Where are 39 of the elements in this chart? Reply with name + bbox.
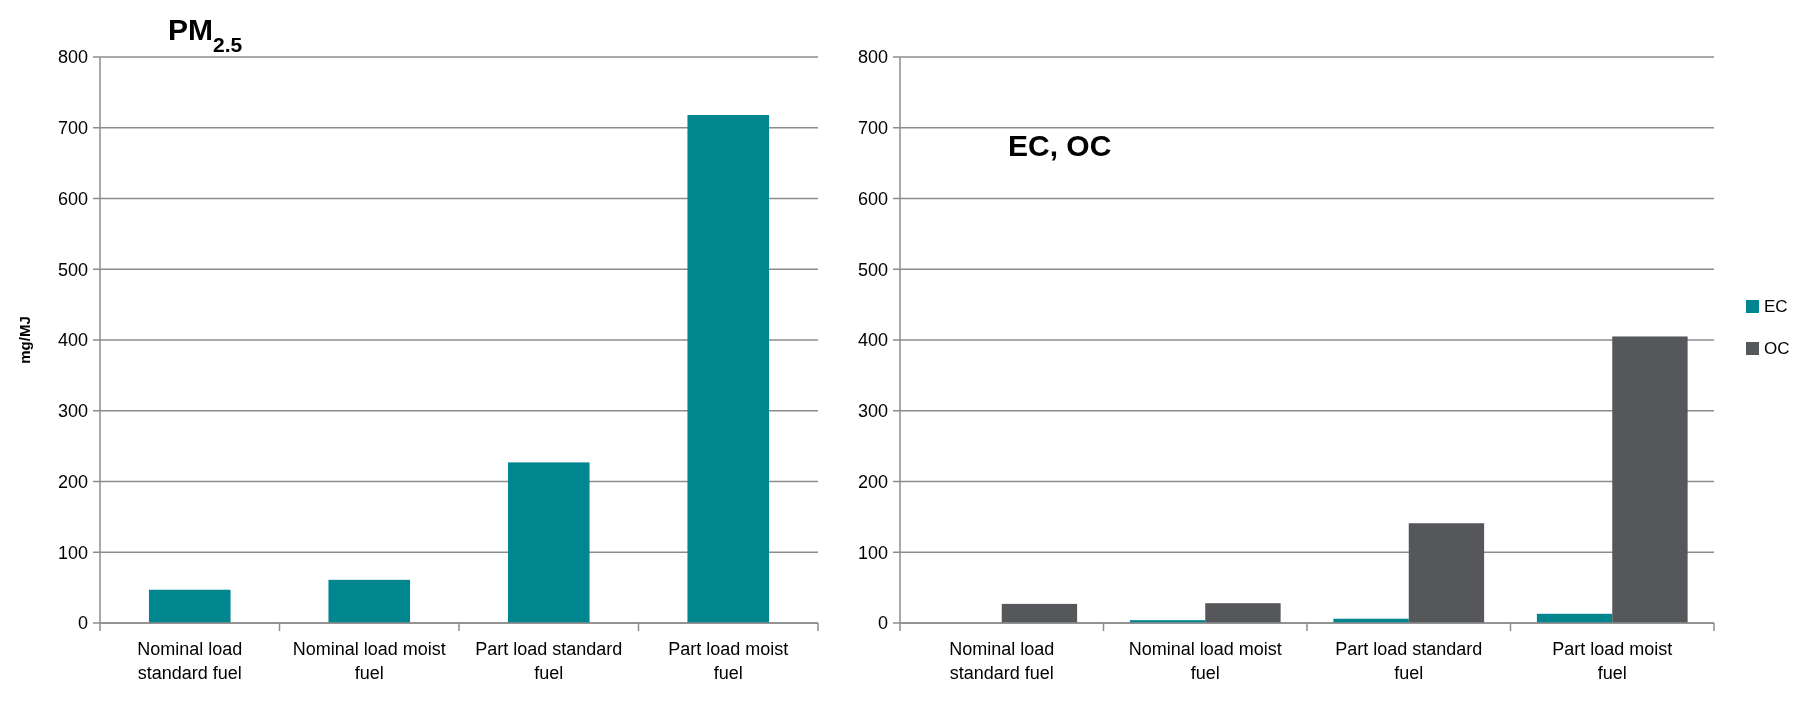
y-tick-label: 700: [857, 118, 888, 139]
y-tick-label: 300: [857, 401, 888, 422]
y-tick-label: 800: [57, 47, 88, 68]
y-tick-label: 800: [857, 47, 888, 68]
bar: [1612, 336, 1688, 623]
y-tick-label: 500: [57, 259, 88, 280]
bar: [1408, 523, 1485, 623]
y-tick-label: 600: [857, 188, 888, 209]
x-tick-label: Nominal load moist fuel: [292, 639, 446, 683]
bar: [1001, 603, 1078, 623]
x-tick-label: Part load moist fuel: [1552, 639, 1673, 683]
y-tick-label: 600: [57, 188, 88, 209]
y-tick-label: 0: [877, 613, 888, 634]
bar: [148, 589, 231, 623]
x-tick-label: Nominal load standard fuel: [137, 639, 243, 683]
chart-title: PM$_{2.5}$: [168, 13, 243, 56]
y-tick-label: 400: [57, 330, 88, 351]
bar: [328, 579, 411, 623]
x-tick-label: Nominal load standard fuel: [949, 639, 1055, 683]
y-tick-label: 300: [57, 401, 88, 422]
text: EC, OC: [1008, 129, 1112, 162]
legend-label: EC: [1764, 296, 1788, 316]
y-tick-label: 400: [857, 330, 888, 351]
x-tick-label: Nominal load moist fuel: [1128, 639, 1282, 683]
x-tick-label: Part load standard fuel: [1335, 639, 1483, 683]
legend-label: OC: [1764, 338, 1790, 358]
y-tick-label: 200: [57, 471, 88, 492]
y-tick-label: 500: [857, 259, 888, 280]
y-tick-label: 700: [57, 118, 88, 139]
bar: [1205, 603, 1281, 623]
bar: [507, 462, 590, 623]
y-axis-title: mg/MJ: [16, 316, 33, 364]
y-tick-label: 100: [857, 542, 888, 563]
y-tick-label: 200: [857, 471, 888, 492]
y-tick-label: 0: [77, 613, 88, 634]
x-tick-label: Part load moist fuel: [668, 639, 789, 683]
x-tick-label: Part load standard fuel: [475, 639, 623, 683]
y-tick-label: 100: [57, 542, 88, 563]
bar: [687, 115, 770, 623]
